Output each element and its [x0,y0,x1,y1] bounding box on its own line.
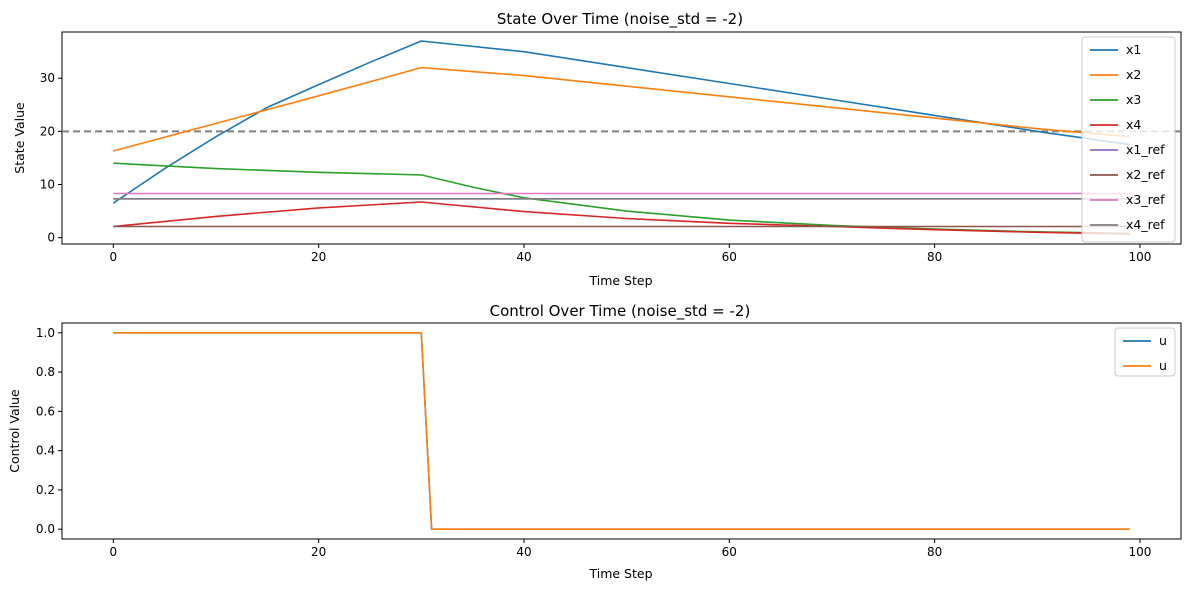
state-x-tick-label: 60 [722,250,737,264]
state-series-x1-0 [112,40,1130,204]
state-x-tick-label: 0 [110,250,118,264]
control-subplot: Control Over Time (noise_std = -2) 0 20 40… [7,302,1182,581]
control-x-tick-label: 100 [1128,545,1151,559]
control-y-tick-label: 0.2 [36,483,55,497]
state-legend-label: x1 [1126,42,1141,57]
control-x-axis-label: Time Step [588,566,652,581]
control-y-tick-label: 1.0 [36,326,55,340]
control-x-tick-label: 0 [110,545,118,559]
state-legend [1081,36,1176,243]
state-legend-label: x1_ref [1126,142,1165,157]
state-legend-label: x3_ref [1126,192,1165,207]
state-x-axis-label: Time Step [588,273,652,288]
control-legend-label: u [1159,358,1167,373]
control-chart-title: Control Over Time (noise_std = -2) [490,302,751,321]
state-x-tick-label: 80 [927,250,942,264]
state-legend-label: x4_ref [1126,217,1165,232]
state-legend-label: x2_ref [1126,167,1165,182]
control-series-u-1 [113,331,1130,531]
state-subplot: State Over Time (noise_std = -2) 0 20 40 60… [12,10,1182,288]
control-x-tick-label: 80 [927,545,942,559]
control-y-tick-label: 0.4 [36,444,55,458]
state-x-tick-label: 20 [311,250,326,264]
state-chart-title: State Over Time (noise_std = -2) [497,10,743,29]
state-series-x2-1 [113,66,1130,152]
state-y-tick-label: 0 [47,231,55,245]
control-x-tick-label: 40 [516,545,531,559]
state-x-tick-label: 40 [516,250,531,264]
state-legend-label: x3 [1126,92,1141,107]
control-y-tick-label: 0.6 [36,404,55,418]
control-y-tick-label: 0.0 [36,522,55,536]
control-y-tick-label: 0.8 [36,365,55,379]
control-plot-area [61,322,1182,540]
control-legend-label: u [1159,333,1167,348]
state-legend-label: x2 [1126,67,1141,82]
control-x-tick-label: 60 [722,545,737,559]
control-y-axis-label: Control Value [7,389,22,473]
control-legend [1114,327,1176,377]
state-y-tick-label: 20 [40,124,55,138]
state-legend-label: x4 [1126,117,1141,132]
state-y-axis-label: State Value [12,102,27,174]
state-y-tick-label: 10 [40,177,55,191]
state-plot-area [61,31,1182,245]
state-y-tick-label: 30 [40,71,55,85]
state-series-x4-3 [113,201,1130,235]
control-x-tick-label: 20 [311,545,326,559]
state-x-tick-label: 100 [1128,250,1151,264]
